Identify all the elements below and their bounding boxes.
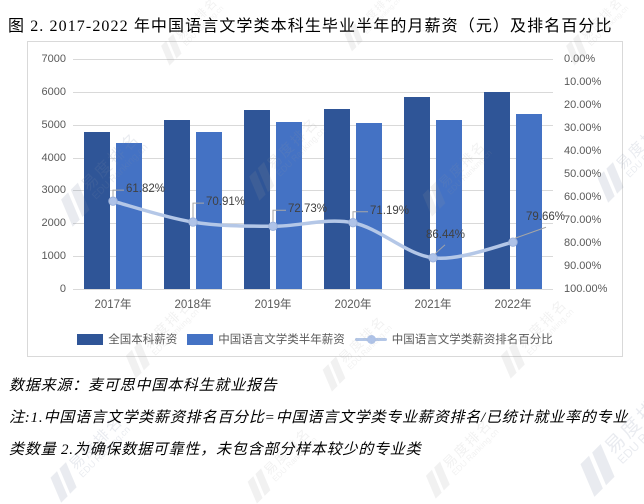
legend-item-rank-line: 中国语言文学类薪资排名百分比 <box>354 331 553 347</box>
right-axis-tick: 50.00% <box>564 168 602 180</box>
bar-national <box>484 92 510 289</box>
chart-area: 7000 6000 5000 4000 3000 2000 1000 0 0.00% 10.00%… <box>27 41 623 357</box>
right-axis-tick: 40.00% <box>564 145 602 157</box>
x-axis-label: 2017年 <box>94 299 132 311</box>
x-axis-label: 2022年 <box>494 299 532 311</box>
bar-national <box>84 132 110 289</box>
watermark-logo-icon <box>245 468 274 504</box>
legend-line-dot <box>366 334 376 344</box>
legend-item-national-bar: 全国本科薪资 <box>77 331 177 347</box>
line-data-label: 86.44% <box>426 228 466 241</box>
left-axis-tick: 4000 <box>41 151 66 164</box>
left-axis-tick: 0 <box>59 283 66 295</box>
right-axis-tick: 30.00% <box>564 122 602 134</box>
gridline <box>73 256 553 258</box>
left-axis-tick: 7000 <box>41 53 66 65</box>
right-axis-tick: 90.00% <box>564 260 602 272</box>
left-axis-tick: 6000 <box>41 85 66 98</box>
legend-label: 中国语言文学类半年薪资 <box>218 334 345 346</box>
bar-national <box>164 120 190 289</box>
watermark-logo-icon <box>47 462 80 503</box>
chart-legend: 全国本科薪资 中国语言文学类半年薪资 中国语言文学类薪资排名百分比 <box>48 330 582 348</box>
left-axis-tick: 2000 <box>41 217 66 230</box>
right-axis-tick: 70.00% <box>564 214 602 226</box>
left-axis-tick: 1000 <box>41 250 66 263</box>
data-source-note: 数据来源：麦可思中国本科生就业报告 <box>9 378 278 394</box>
legend-swatch-bar <box>77 333 104 345</box>
right-axis-tick: 60.00% <box>564 191 602 203</box>
x-axis-label: 2019年 <box>254 299 292 311</box>
bar-major <box>196 132 222 289</box>
bar-national <box>324 109 350 289</box>
gridline <box>73 124 553 126</box>
x-axis-label: 2021年 <box>414 299 452 311</box>
left-axis-tick: 3000 <box>41 184 66 197</box>
right-axis-tick: 10.00% <box>564 76 602 88</box>
line-data-label: 70.91% <box>206 196 246 209</box>
watermark-domain-text: EDU Ranking.cn <box>623 123 644 180</box>
right-axis-tick: 20.00% <box>564 99 602 111</box>
gridline <box>73 91 553 93</box>
legend-label: 全国本科薪资 <box>108 334 178 346</box>
watermark-logo-icon <box>423 461 453 499</box>
right-axis-tick: 100.00% <box>564 283 608 295</box>
bar-national <box>404 97 430 289</box>
gridline <box>73 157 553 159</box>
bar-national <box>244 110 270 289</box>
footnote-line-1: 注:1.中国语言文学类薪资排名百分比=中国语言文学类专业薪资排名/已统计就业率的… <box>9 410 629 426</box>
legend-label: 中国语言文学类薪资排名百分比 <box>391 334 553 346</box>
line-data-label: 61.82% <box>126 183 166 196</box>
bar-major <box>436 120 462 289</box>
gridline <box>73 59 553 60</box>
footnote-line-2: 类数量 2.为确保数据可靠性，未包含部分样本较少的专业类 <box>9 442 422 458</box>
line-data-label: 72.73% <box>288 203 328 216</box>
legend-item-major-bar: 中国语言文学类半年薪资 <box>187 331 345 347</box>
bar-major <box>516 114 542 289</box>
x-axis-label: 2018年 <box>174 299 212 311</box>
x-axis-label: 2020年 <box>334 299 372 311</box>
legend-swatch-bar <box>187 333 214 345</box>
right-axis-tick: 0.00% <box>564 53 596 65</box>
legend-swatch-line <box>354 334 387 345</box>
figure-title: 图 2. 2017-2022 年中国语言文学类本科生毕业半年的月薪资（元）及排名… <box>8 18 613 35</box>
line-data-label: 79.66% <box>526 211 566 224</box>
plot-area: 7000 6000 5000 4000 3000 2000 1000 0 0.00% 10.00%… <box>28 42 620 354</box>
gridline <box>73 289 553 290</box>
right-axis-tick: 80.00% <box>564 237 602 249</box>
gridline <box>73 223 553 225</box>
bar-major <box>116 142 142 289</box>
left-axis-tick: 5000 <box>41 118 66 131</box>
gridline <box>73 190 553 192</box>
line-data-label: 71.19% <box>370 204 410 217</box>
